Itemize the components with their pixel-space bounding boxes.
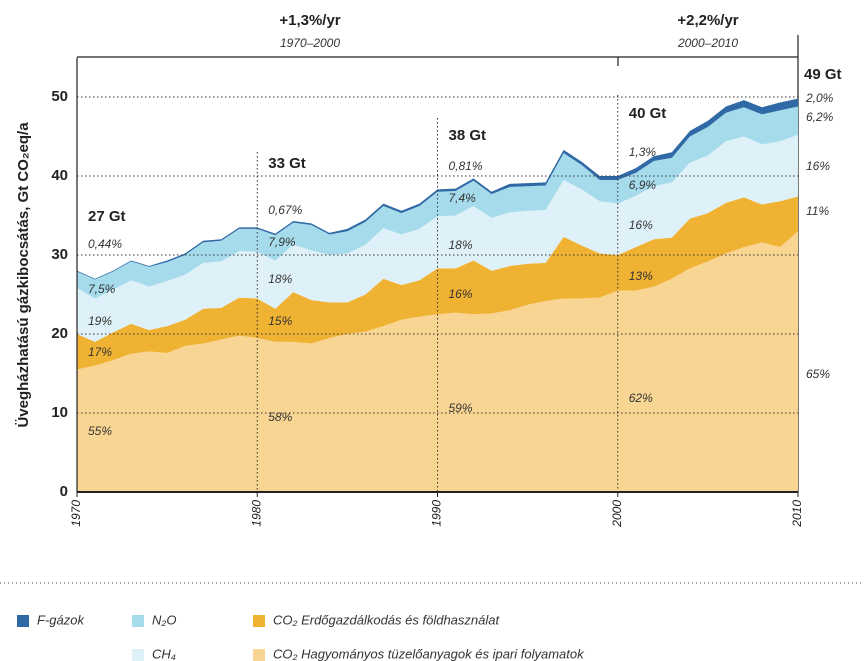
share-label: 16% — [629, 218, 653, 232]
share-label: 18% — [449, 238, 473, 252]
y-tick-label: 40 — [51, 167, 68, 184]
legend-label: CH₄ — [152, 646, 176, 661]
share-label: 16% — [449, 287, 473, 301]
share-label: 0,81% — [449, 159, 483, 173]
x-tick-label: 2000 — [610, 500, 624, 528]
share-label: 58% — [268, 410, 292, 424]
legend-swatch — [253, 649, 265, 661]
y-tick-label: 50 — [51, 88, 68, 105]
legend-swatch — [132, 649, 144, 661]
total-label: 27 Gt — [88, 208, 126, 225]
share-label: 6,9% — [629, 178, 657, 192]
growth-rate: +2,2%/yr — [677, 12, 738, 29]
total-label: 38 Gt — [449, 127, 487, 144]
share-label: 6,2% — [806, 110, 834, 124]
total-label: 33 Gt — [268, 155, 306, 172]
share-label: 11% — [806, 204, 829, 218]
legend-label: CO₂ Hagyományos tüzelőanyagok és ipari f… — [273, 646, 585, 661]
share-label: 1,3% — [629, 145, 657, 159]
x-tick-label: 1990 — [430, 500, 444, 527]
share-label: 0,44% — [88, 237, 122, 251]
share-label: 7,5% — [88, 282, 116, 296]
growth-period: 1970–2000 — [280, 36, 340, 50]
x-tick-label: 2010 — [790, 500, 804, 528]
legend-label: CO₂ Erdőgazdálkodás és földhasználat — [273, 612, 500, 627]
share-label: 7,4% — [449, 191, 477, 205]
total-label: 49 Gt — [804, 66, 842, 83]
share-label: 13% — [629, 269, 653, 283]
share-label: 16% — [806, 159, 830, 173]
total-label: 40 Gt — [629, 105, 667, 122]
share-label: 62% — [629, 391, 653, 405]
share-label: 59% — [449, 401, 473, 415]
growth-period: 2000–2010 — [677, 36, 738, 50]
legend-label: F-gázok — [37, 612, 85, 627]
y-tick-label: 30 — [51, 246, 68, 263]
legend-swatch — [253, 615, 265, 627]
share-label: 2,0% — [805, 91, 834, 105]
share-label: 15% — [268, 314, 292, 328]
legend-swatch — [17, 615, 29, 627]
y-tick-label: 0 — [60, 483, 68, 500]
share-label: 7,9% — [268, 235, 296, 249]
share-label: 17% — [88, 345, 112, 359]
share-label: 65% — [806, 367, 830, 381]
x-tick-label: 1980 — [249, 500, 263, 527]
share-label: 19% — [88, 314, 112, 328]
share-label: 55% — [88, 424, 112, 438]
x-tick-label: 1970 — [69, 500, 83, 527]
y-tick-label: 20 — [51, 325, 68, 342]
y-axis-label: Üvegházhatású gázkibocsátás, Gt CO₂eq/a — [15, 122, 32, 428]
y-tick-label: 10 — [51, 404, 68, 421]
share-label: 0,67% — [268, 203, 302, 217]
legend-swatch — [132, 615, 144, 627]
share-label: 18% — [268, 272, 292, 286]
legend-label: N₂O — [152, 612, 176, 627]
growth-rate: +1,3%/yr — [279, 12, 340, 29]
